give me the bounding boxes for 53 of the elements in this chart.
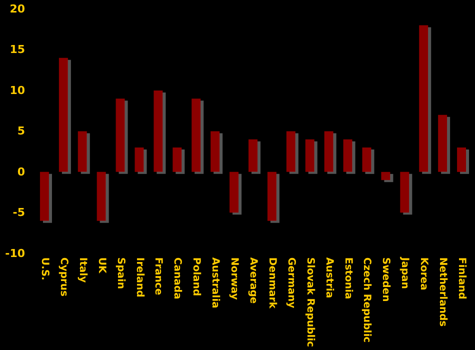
x-tick-label: Spain <box>114 257 126 290</box>
bar <box>343 139 352 172</box>
x-tick-label: Cyprus <box>58 257 69 296</box>
y-tick-label: 15 <box>10 43 25 56</box>
x-tick-label: U.S. <box>38 257 50 280</box>
x-tick-label: Canada <box>172 257 183 300</box>
x-tick-label: France <box>152 257 164 296</box>
x-tick-label: Denmark <box>266 257 278 309</box>
x-tick-label: Netherlands <box>437 257 448 327</box>
x-tick-label: Korea <box>418 257 430 290</box>
bar <box>40 172 49 221</box>
bar <box>324 131 334 172</box>
bar <box>134 147 144 172</box>
bar <box>230 172 239 213</box>
x-tick-label: Australia <box>210 257 221 308</box>
bar <box>400 172 410 213</box>
bar <box>305 139 314 172</box>
bar <box>419 25 428 172</box>
bar <box>248 139 258 172</box>
x-tick-label: Poland <box>190 257 202 296</box>
bar <box>210 131 220 172</box>
bar <box>438 114 448 172</box>
x-tick-label: Sweden <box>380 257 392 302</box>
bar <box>172 147 182 172</box>
bar <box>154 90 163 172</box>
y-tick-label: 20 <box>10 2 26 16</box>
y-tick-label: 0 <box>17 165 26 178</box>
y-tick-label: -10 <box>5 246 26 260</box>
bar <box>362 147 372 172</box>
bar <box>381 172 390 180</box>
x-tick-label: Czech Republic <box>361 257 372 343</box>
x-tick-label: Germany <box>285 257 296 309</box>
x-tick-label: Norway <box>228 257 240 300</box>
bar <box>192 98 201 172</box>
y-tick-label: 5 <box>17 124 25 138</box>
x-tick-label: Slovak Republic <box>304 257 316 348</box>
x-tick-label: Estonia <box>342 257 354 300</box>
x-tick-label: Ireland <box>134 257 145 298</box>
bar <box>96 172 106 221</box>
bar <box>267 172 276 221</box>
x-tick-label: Average <box>248 257 258 304</box>
x-tick-label: Austria <box>323 257 334 298</box>
x-tick-label: Finland <box>456 257 468 300</box>
y-tick-label: -5 <box>12 206 25 220</box>
x-tick-label: Japan <box>399 256 410 289</box>
bar <box>286 131 296 172</box>
bar <box>116 98 125 172</box>
bar <box>78 131 87 172</box>
bar <box>58 58 68 172</box>
y-tick-label: 10 <box>10 84 26 97</box>
bar <box>457 147 466 172</box>
x-tick-label: Italy <box>76 257 88 284</box>
x-tick-label: UK <box>96 257 107 275</box>
